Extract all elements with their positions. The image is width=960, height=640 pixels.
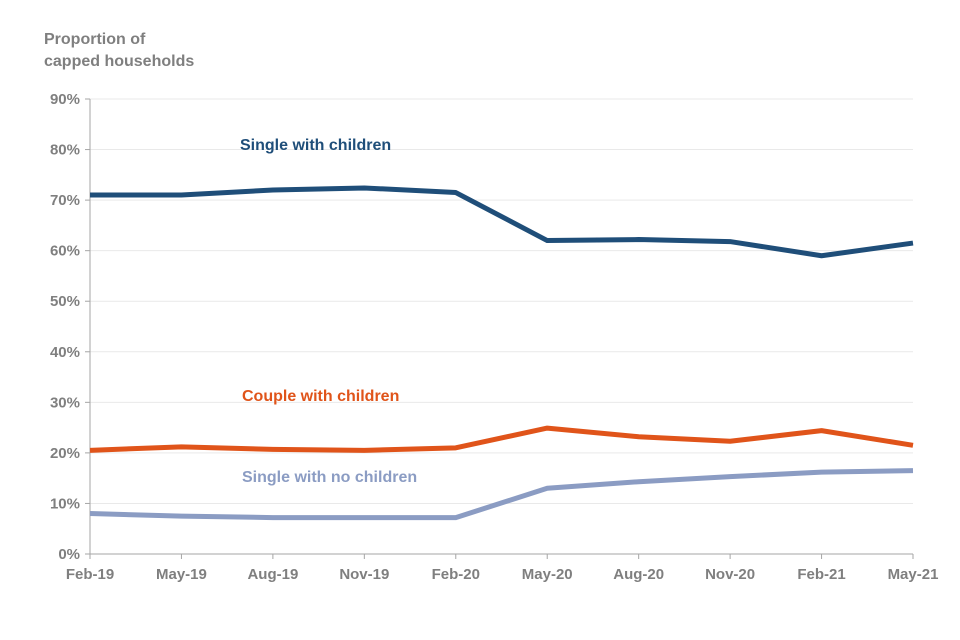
y-tick-label: 60% bbox=[50, 243, 80, 260]
x-tick-label: Feb-21 bbox=[797, 566, 845, 583]
series-label-single-with-children: Single with children bbox=[240, 137, 392, 154]
series-line-couple-with-children bbox=[89, 425, 914, 453]
series-line-single-with-children bbox=[90, 185, 914, 259]
x-tick-label: May-20 bbox=[522, 566, 573, 583]
y-tick-label: 50% bbox=[50, 293, 80, 310]
x-tick-label: May-19 bbox=[156, 566, 207, 583]
x-tick-label: Nov-19 bbox=[339, 566, 389, 583]
y-tick-label: 80% bbox=[50, 142, 80, 159]
y-tick-label: 0% bbox=[58, 546, 80, 563]
y-tick-label: 10% bbox=[50, 495, 80, 512]
y-tick-label: 90% bbox=[50, 91, 80, 108]
x-tick-label: Aug-19 bbox=[247, 566, 298, 583]
series-label-couple-with-children: Couple with children bbox=[242, 388, 400, 405]
y-tick-label: 40% bbox=[50, 344, 80, 361]
y-tick-label: 70% bbox=[50, 192, 80, 209]
x-tick-label: Nov-20 bbox=[705, 566, 755, 583]
y-tick-label: 20% bbox=[50, 445, 80, 462]
x-tick-label: Aug-20 bbox=[613, 566, 664, 583]
series-line-single-with-no-children bbox=[89, 468, 914, 521]
x-tick-label: May-21 bbox=[888, 566, 939, 583]
x-tick-label: Feb-19 bbox=[66, 566, 114, 583]
chart-title: Proportion of capped households bbox=[44, 31, 195, 70]
x-tick-label: Feb-20 bbox=[432, 566, 480, 583]
y-tick-label: 30% bbox=[50, 394, 80, 411]
series-label-single-with-no-children: Single with no children bbox=[242, 469, 418, 486]
